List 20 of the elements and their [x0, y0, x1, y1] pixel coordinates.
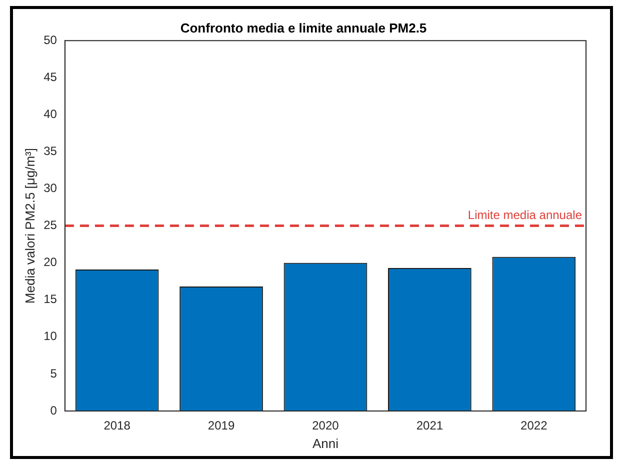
y-axis-title: Media valori PM2.5 [μg/m³] [22, 148, 38, 304]
x-axis-title: Anni [312, 436, 339, 451]
y-tick-label: 45 [44, 70, 58, 84]
y-tick-label: 40 [44, 106, 58, 121]
x-tick-label: 2022 [520, 418, 548, 433]
x-tick-label: 2018 [104, 418, 131, 433]
ref-line-label: Limite media annuale [468, 208, 582, 222]
y-tick-label: 35 [44, 144, 58, 158]
y-tick-label: 30 [44, 181, 58, 196]
y-tick-label: 5 [50, 366, 58, 380]
y-tick-label: 20 [44, 255, 58, 270]
x-tick-label: 2019 [208, 418, 235, 433]
chart-title: Confronto media e limite annuale PM2.5 [180, 20, 427, 36]
x-tick-label: 2020 [312, 418, 340, 433]
y-tick-label: 0 [50, 403, 58, 418]
x-tick-label: 2021 [416, 418, 444, 433]
y-tick-label: 25 [44, 218, 58, 232]
y-tick-label: 15 [44, 292, 58, 306]
y-tick-label: 50 [44, 32, 58, 47]
y-tick-label: 10 [44, 329, 58, 344]
